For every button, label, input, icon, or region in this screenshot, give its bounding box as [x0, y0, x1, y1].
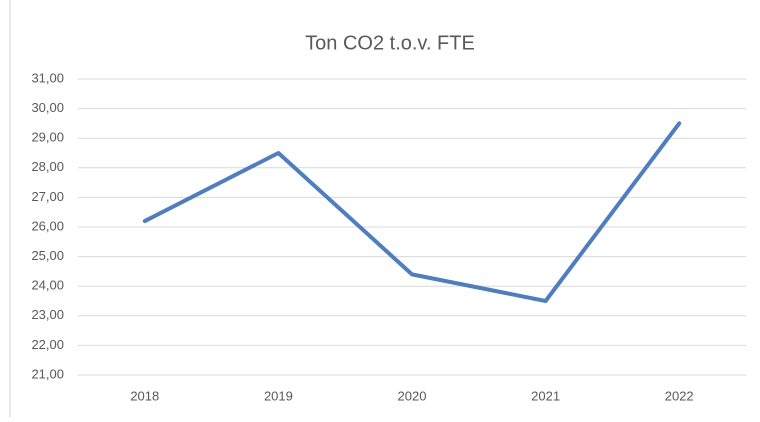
y-tick-label: 25,00: [31, 248, 64, 263]
y-tick-label: 24,00: [31, 278, 64, 293]
x-tick-label: 2019: [264, 388, 293, 403]
y-tick-label: 31,00: [31, 70, 64, 85]
x-tick-label: 2022: [665, 388, 694, 403]
y-tick-label: 23,00: [31, 307, 64, 322]
y-tick-label: 28,00: [31, 159, 64, 174]
y-tick-label: 30,00: [31, 100, 64, 115]
data-line: [142, 121, 682, 303]
x-tick-label: 2020: [398, 388, 427, 403]
y-tick-label: 29,00: [31, 130, 64, 145]
y-tick-label: 27,00: [31, 189, 64, 204]
x-tick-label: 2021: [531, 388, 560, 403]
y-tick-label: 22,00: [31, 337, 64, 352]
y-tick-label: 21,00: [31, 366, 64, 381]
chart-title: Ton CO2 t.o.v. FTE: [305, 32, 475, 54]
x-tick-label: 2018: [130, 388, 159, 403]
y-tick-label: 26,00: [31, 218, 64, 233]
